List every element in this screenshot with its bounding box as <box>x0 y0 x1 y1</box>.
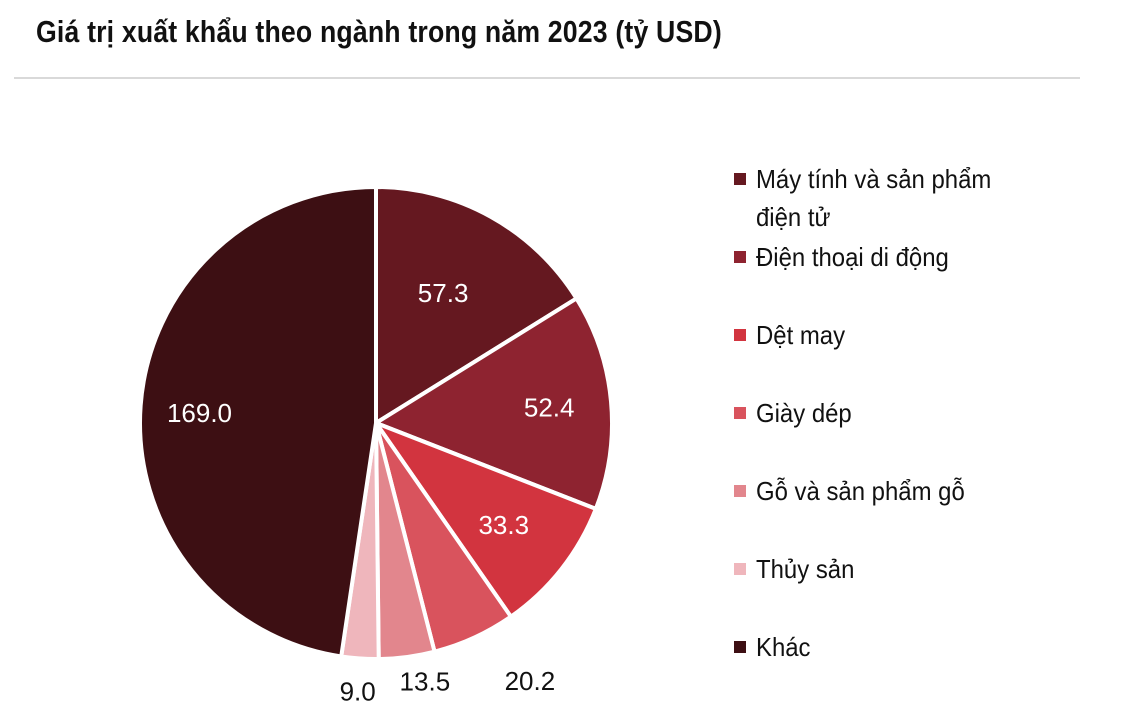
slice-value-label-5: 13.5 <box>400 666 451 696</box>
legend-swatch <box>734 641 746 653</box>
slice-value-label-3: 33.3 <box>478 510 529 540</box>
legend-label: Máy tính và sản phẩm điện tử <box>756 164 992 232</box>
pie-slice-3 <box>374 421 598 619</box>
slice-value-label-2: 52.4 <box>524 392 575 422</box>
legend-swatch <box>734 407 746 419</box>
legend-label: Thủy sản <box>756 554 855 584</box>
legend-label: Điện thoại di động <box>756 242 949 272</box>
legend-swatch <box>734 329 746 341</box>
legend-label: Dệt may <box>756 320 846 350</box>
slice-value-label-6: 9.0 <box>340 676 376 706</box>
legend-label: Khác <box>756 632 811 662</box>
pie-slice-2 <box>374 296 614 511</box>
pie-value-labels: 57.3 52.4 33.3 20.2 13.5 9.0 169.0 <box>167 278 575 706</box>
legend-swatch <box>734 173 746 185</box>
chart-title: Giá trị xuất khẩu theo ngành trong năm 2… <box>36 14 722 49</box>
legend-swatch <box>734 485 746 497</box>
legend-label: Giày dép <box>756 398 852 428</box>
slice-value-label-4: 20.2 <box>505 666 556 696</box>
legend-swatch <box>734 251 746 263</box>
legend-swatch <box>734 563 746 575</box>
pie-slice-7 <box>138 185 378 659</box>
legend-label: Gỗ và sản phẩm gỗ <box>756 476 965 506</box>
title-divider <box>14 77 1080 79</box>
pie-slices <box>138 185 614 661</box>
pie-slice-1 <box>374 185 579 425</box>
slice-value-label-7: 169.0 <box>167 398 232 428</box>
slice-value-label-1: 57.3 <box>418 278 469 308</box>
